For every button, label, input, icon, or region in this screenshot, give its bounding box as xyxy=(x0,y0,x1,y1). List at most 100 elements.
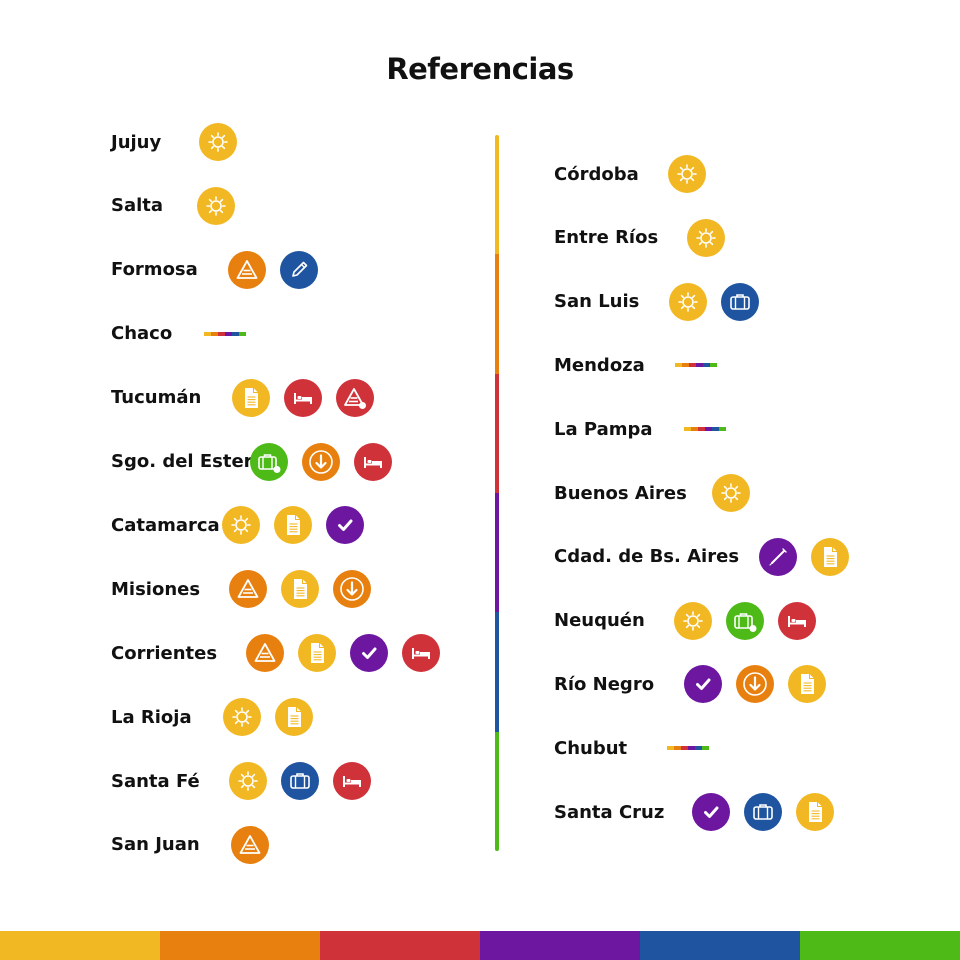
province-row: Cdad. de Bs. Aires xyxy=(554,537,863,577)
arrow-down-icon xyxy=(736,665,774,704)
province-icons xyxy=(228,250,332,289)
sun-icon xyxy=(712,474,750,512)
province-icons xyxy=(668,155,720,193)
document-icon xyxy=(281,570,319,609)
province-row: Córdoba xyxy=(554,154,720,194)
province-name: La Pampa xyxy=(554,418,653,440)
province-icons xyxy=(246,634,454,673)
page-title: Referencias xyxy=(386,52,574,86)
province-name: San Luis xyxy=(554,291,640,313)
province-icons xyxy=(222,506,378,545)
province-icons xyxy=(674,601,830,640)
province-row: Santa Fé xyxy=(111,761,385,801)
rainbow-strip xyxy=(204,331,246,336)
province-icons xyxy=(229,762,385,800)
warning-icon xyxy=(231,825,269,864)
province-icons xyxy=(684,665,840,704)
province-name: La Rioja xyxy=(111,706,192,728)
document-icon xyxy=(232,378,270,417)
purple-segment xyxy=(495,492,499,613)
province-name: Santa Cruz xyxy=(554,801,665,823)
province-row: San Juan xyxy=(111,825,283,865)
bed-icon xyxy=(402,634,440,673)
province-icons xyxy=(675,363,717,368)
province-row: Neuquén xyxy=(554,601,830,641)
province-row: Mendoza xyxy=(554,345,717,385)
province-row: La Rioja xyxy=(111,697,327,737)
province-icons xyxy=(667,746,709,751)
province-name: Tucumán xyxy=(111,387,202,409)
province-name: Cdad. de Bs. Aires xyxy=(554,546,740,568)
sun-icon xyxy=(223,698,261,737)
province-row: San Luis xyxy=(554,282,773,322)
province-name: Sgo. del Estero xyxy=(111,451,265,472)
document-icon xyxy=(275,698,313,737)
sun-icon xyxy=(199,123,237,161)
province-row: Salta xyxy=(111,186,249,226)
bed-icon xyxy=(333,762,371,800)
sun-icon xyxy=(669,282,707,321)
sun-icon xyxy=(674,601,712,640)
orange-segment xyxy=(160,931,320,960)
province-row: Misiones xyxy=(111,569,385,609)
sun-icon xyxy=(668,155,706,193)
sun-icon xyxy=(229,762,267,800)
province-row: Tucumán xyxy=(111,378,388,418)
purple-segment xyxy=(480,931,640,960)
syringe-icon xyxy=(759,537,797,576)
green-segment xyxy=(495,731,499,851)
province-name: Corrientes xyxy=(111,642,218,664)
province-icons xyxy=(197,186,249,225)
province-name: Salta xyxy=(111,195,164,217)
province-row: Santa Cruz xyxy=(554,792,848,832)
province-icons xyxy=(687,218,739,257)
province-icons xyxy=(759,537,863,576)
color-divider xyxy=(495,135,499,851)
sun-icon xyxy=(197,186,235,225)
arrow-down-icon xyxy=(302,442,340,481)
province-icons xyxy=(231,825,283,864)
province-row: Formosa xyxy=(111,250,332,290)
province-name: Córdoba xyxy=(554,163,639,185)
orange-segment xyxy=(495,254,499,374)
document-icon xyxy=(811,537,849,576)
bottom-color-bar xyxy=(0,931,960,960)
check-icon xyxy=(326,506,364,545)
yellow-segment xyxy=(495,135,499,255)
province-icons xyxy=(712,474,764,512)
warning-icon xyxy=(229,570,267,609)
province-name: Entre Ríos xyxy=(554,227,659,249)
rainbow-strip xyxy=(675,363,717,368)
luggage-icon xyxy=(721,282,759,321)
document-icon xyxy=(298,634,336,673)
warning-icon xyxy=(246,634,284,673)
pencil-icon xyxy=(280,250,318,289)
province-row: Entre Ríos xyxy=(554,218,739,258)
sun-icon xyxy=(687,218,725,257)
province-name: Mendoza xyxy=(554,354,645,376)
province-name: Santa Fé xyxy=(111,770,200,792)
bed-icon xyxy=(778,601,816,640)
bed-icon xyxy=(284,378,322,417)
red-segment xyxy=(320,931,480,960)
arrow-down-icon xyxy=(333,570,371,609)
province-icons xyxy=(250,442,406,481)
document-icon xyxy=(788,665,826,704)
province-row: Chubut xyxy=(554,728,709,768)
province-icons xyxy=(669,282,773,321)
province-icons xyxy=(692,793,848,831)
rainbow-strip xyxy=(684,427,726,432)
province-row: Jujuy xyxy=(111,122,251,162)
luggage-alert-icon xyxy=(726,601,764,640)
luggage-alert-icon xyxy=(250,442,288,481)
blue-segment xyxy=(640,931,800,960)
province-icons xyxy=(232,378,388,417)
province-row: Corrientes xyxy=(111,633,454,673)
province-name: San Juan xyxy=(111,834,200,856)
warning-icon xyxy=(228,250,266,289)
luggage-icon xyxy=(744,793,782,831)
check-icon xyxy=(350,634,388,673)
province-row: La Pampa xyxy=(554,409,726,449)
rainbow-strip xyxy=(667,746,709,751)
red-segment xyxy=(495,373,499,493)
